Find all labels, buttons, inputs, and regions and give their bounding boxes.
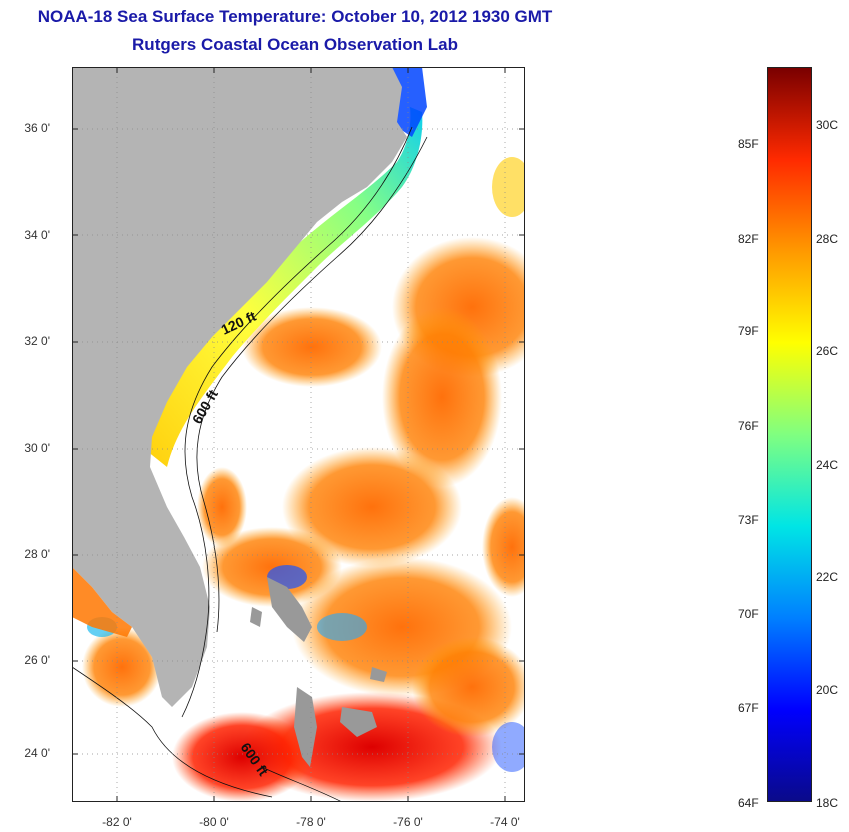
colorbar-f-label: 64F (738, 796, 759, 810)
temperature-colorbar (767, 67, 812, 802)
colorbar-f-label: 82F (738, 232, 759, 246)
colorbar-c-label: 24C (816, 458, 839, 472)
sst-map: 120 ft 600 ft 600 ft (72, 67, 525, 802)
y-tick-label: 24 0' (24, 746, 50, 760)
y-tick-label: 32 0' (24, 334, 50, 348)
y-tick-label: 30 0' (24, 441, 50, 455)
colorbar-f-label: 73F (738, 513, 759, 527)
colorbar-f-label: 67F (738, 701, 759, 715)
colorbar-f-label: 70F (738, 607, 759, 621)
colorbar-f-label: 85F (738, 137, 759, 151)
colorbar-f-label: 76F (738, 419, 759, 433)
x-tick-label: -80 0' (199, 815, 229, 829)
sst-data-layer (82, 157, 525, 802)
tick-marks (72, 67, 525, 802)
colorbar-c-label: 18C (816, 796, 839, 810)
colorbar-c-label: 26C (816, 344, 839, 358)
x-tick-label: -82 0' (102, 815, 132, 829)
colorbar-c-label: 28C (816, 232, 839, 246)
isobath-lines (72, 126, 428, 802)
map-border (72, 67, 525, 802)
y-tick-label: 34 0' (24, 228, 50, 242)
colorbar-c-label: 22C (816, 570, 839, 584)
map-subtitle: Rutgers Coastal Ocean Observation Lab (132, 35, 458, 54)
x-tick-label: -74 0' (490, 815, 520, 829)
colorbar-f-label: 79F (738, 324, 759, 338)
map-title: NOAA-18 Sea Surface Temperature: October… (37, 7, 553, 26)
y-tick-label: 36 0' (24, 121, 50, 135)
land-mass (72, 67, 407, 707)
graticule (72, 67, 525, 802)
colorbar-c-label: 30C (816, 118, 839, 132)
x-tick-label: -78 0' (296, 815, 326, 829)
y-tick-label: 28 0' (24, 547, 50, 561)
x-tick-label: -76 0' (393, 815, 423, 829)
y-tick-label: 26 0' (24, 653, 50, 667)
colorbar-c-label: 20C (816, 683, 839, 697)
